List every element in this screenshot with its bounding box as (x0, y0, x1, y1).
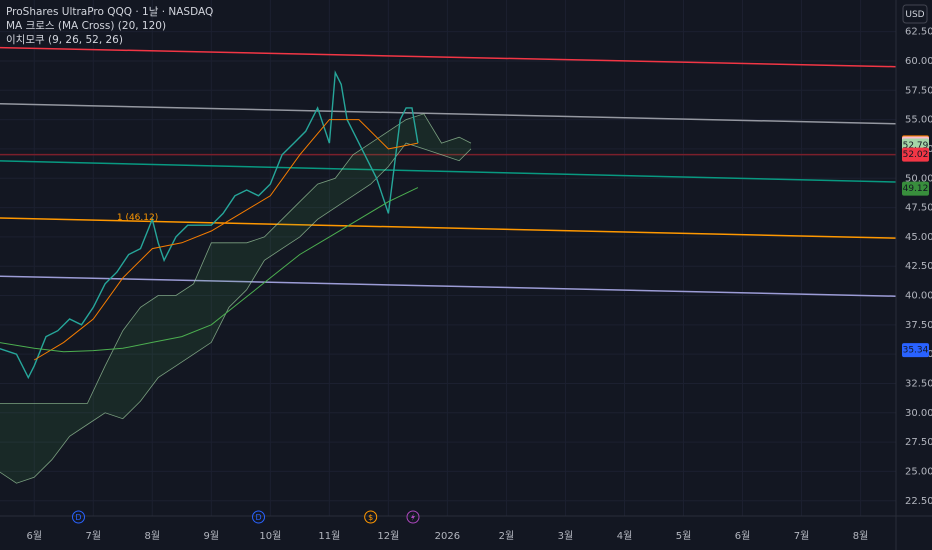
x-tick-label: 12월 (377, 530, 399, 542)
y-tick-label: 32.50 (905, 378, 932, 389)
x-tick-label: 5월 (676, 530, 692, 542)
y-tick-label: 37.50 (905, 320, 932, 331)
cloud-fill (0, 113, 471, 484)
x-tick-label: 6월 (26, 530, 42, 542)
event-icon (72, 510, 86, 524)
x-tick-label: 2월 (499, 530, 515, 542)
event-label: D (255, 513, 261, 522)
x-tick-label: 7월 (794, 530, 810, 542)
price-label: 52.79 (903, 141, 929, 151)
price-label: 52.02 (903, 150, 929, 160)
price-label-box (902, 147, 929, 162)
x-tick-label: 4월 (617, 530, 633, 542)
y-tick-label: 55.00 (905, 115, 932, 126)
trend-line (0, 275, 897, 297)
x-tick-label: 3월 (558, 530, 574, 542)
y-tick-label: 42.50 (905, 261, 932, 272)
trend-line (0, 217, 897, 239)
series-line (0, 70, 419, 380)
series-line (0, 187, 419, 353)
event-icon[interactable] (406, 510, 420, 524)
annotation: 1 (46.12) (117, 213, 158, 223)
y-tick-label: 30.00 (905, 408, 932, 419)
trend-line (0, 160, 897, 183)
y-tick-label: 45.00 (905, 232, 932, 243)
grid (0, 0, 896, 516)
x-tick-label: 8월 (145, 530, 161, 542)
x-tick-label: 7월 (85, 530, 101, 542)
y-tick-label: 60.00 (905, 56, 932, 67)
indicator-label: 이치모쿠 (9, 26, 52, 26) (6, 34, 123, 46)
indicator-label: MA 크로스 (MA Cross) (20, 120) (6, 20, 166, 32)
cloud-lower (0, 142, 472, 484)
event-icon (252, 510, 266, 524)
y-tick-label: 57.50 (905, 85, 932, 96)
y-tick-label: 50.00 (905, 173, 932, 184)
y-tick-label: 25.00 (905, 466, 932, 477)
currency[interactable]: USD (905, 10, 924, 20)
event-icon (364, 510, 378, 524)
y-tick-label: 47.50 (905, 203, 932, 214)
trend-line (0, 103, 897, 125)
cloud-upper (0, 113, 472, 404)
y-tick-label: 40.00 (905, 291, 932, 302)
x-tick-label: 8월 (853, 530, 869, 542)
y-tick-label: 22.50 (905, 496, 932, 507)
plot (0, 46, 897, 484)
currency-box[interactable] (902, 4, 928, 24)
x-tick-label: 10월 (259, 530, 281, 542)
trend-line (0, 46, 897, 68)
event-label: D (75, 513, 81, 522)
x-tick-label: 11월 (318, 530, 340, 542)
event-label: $ (368, 513, 373, 522)
price-label: 35.34 (903, 346, 929, 356)
price-label: 49.12 (903, 184, 929, 194)
price-label-box (902, 181, 929, 196)
x-tick-label: 6월 (735, 530, 751, 542)
y-tick-label: 27.50 (905, 437, 932, 448)
series-line (33, 119, 418, 361)
y-tick-label: 62.50 (905, 27, 932, 38)
x-tick-label: 2026 (435, 531, 460, 542)
x-tick-label: 9월 (204, 530, 220, 542)
price-label-box (902, 343, 929, 358)
chart-title: ProShares UltraPro QQQ · 1날 · NASDAQ (6, 6, 213, 18)
